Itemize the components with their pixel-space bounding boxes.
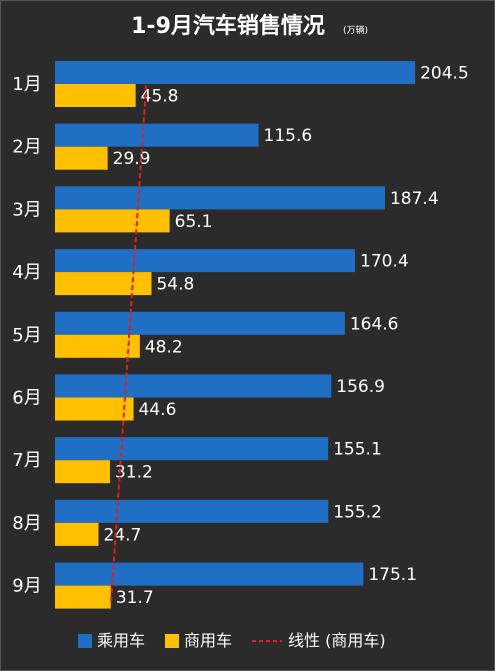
data-label-commercial: 65.1 [175, 212, 213, 232]
bars-group: 1月 204.5 45.8 2月 115.6 29.9 3月 187.4 65.1 4月 170.4… [12, 61, 469, 609]
legend: 乘用车 商用车 线性 (商用车) [78, 631, 386, 650]
data-label-passenger: 155.2 [333, 502, 382, 522]
category-label: 1月 [12, 74, 41, 95]
category-label: 3月 [12, 199, 41, 220]
chart-title: 1-9月汽车销售情况 [131, 13, 325, 39]
legend-label-trendline: 线性 (商用车) [288, 631, 386, 650]
category-label: 6月 [12, 388, 41, 409]
category-label: 2月 [12, 137, 41, 158]
category-label: 7月 [12, 450, 41, 471]
bar-passenger [55, 311, 345, 335]
data-label-passenger: 170.4 [360, 252, 409, 272]
bar-passenger [55, 123, 259, 147]
bar-passenger [55, 61, 416, 84]
bar-commercial [55, 84, 136, 107]
bar-commercial [55, 397, 134, 421]
bar-passenger [55, 562, 364, 586]
chart-unit: (万辆) [343, 24, 368, 36]
data-label-passenger: 204.5 [420, 64, 469, 84]
data-label-commercial: 31.7 [116, 588, 154, 608]
bar-commercial [55, 272, 152, 296]
bar-passenger [55, 437, 329, 461]
data-label-commercial: 45.8 [141, 87, 179, 107]
data-label-commercial: 48.2 [145, 337, 183, 357]
category-label: 8月 [12, 513, 41, 534]
bar-passenger [55, 374, 332, 398]
bar-passenger [55, 186, 385, 210]
category-label: 9月 [12, 576, 41, 597]
bar-commercial [55, 585, 111, 609]
bar-passenger [55, 249, 356, 273]
trendline-commercial [109, 85, 148, 604]
legend-label-passenger: 乘用车 [97, 631, 145, 650]
data-label-commercial: 29.9 [113, 149, 151, 169]
category-label: 4月 [12, 262, 41, 283]
bar-commercial [55, 209, 170, 233]
data-label-passenger: 115.6 [264, 126, 313, 146]
bar-passenger [55, 499, 329, 523]
data-label-commercial: 44.6 [139, 400, 177, 420]
data-label-passenger: 156.9 [336, 377, 385, 397]
legend-swatch-commercial [165, 634, 179, 648]
bar-commercial [55, 146, 108, 170]
data-label-passenger: 187.4 [390, 189, 439, 209]
data-label-commercial: 31.2 [115, 463, 153, 483]
bar-commercial [55, 334, 140, 358]
category-label: 5月 [12, 325, 41, 346]
bar-commercial [55, 522, 99, 546]
data-label-commercial: 24.7 [103, 525, 141, 545]
bar-commercial [55, 460, 110, 484]
data-label-passenger: 164.6 [350, 314, 399, 334]
legend-label-commercial: 商用车 [184, 631, 232, 650]
legend-swatch-passenger [78, 634, 92, 648]
data-label-commercial: 54.8 [156, 275, 194, 295]
data-label-passenger: 175.1 [368, 565, 417, 585]
data-label-passenger: 155.1 [333, 440, 382, 460]
